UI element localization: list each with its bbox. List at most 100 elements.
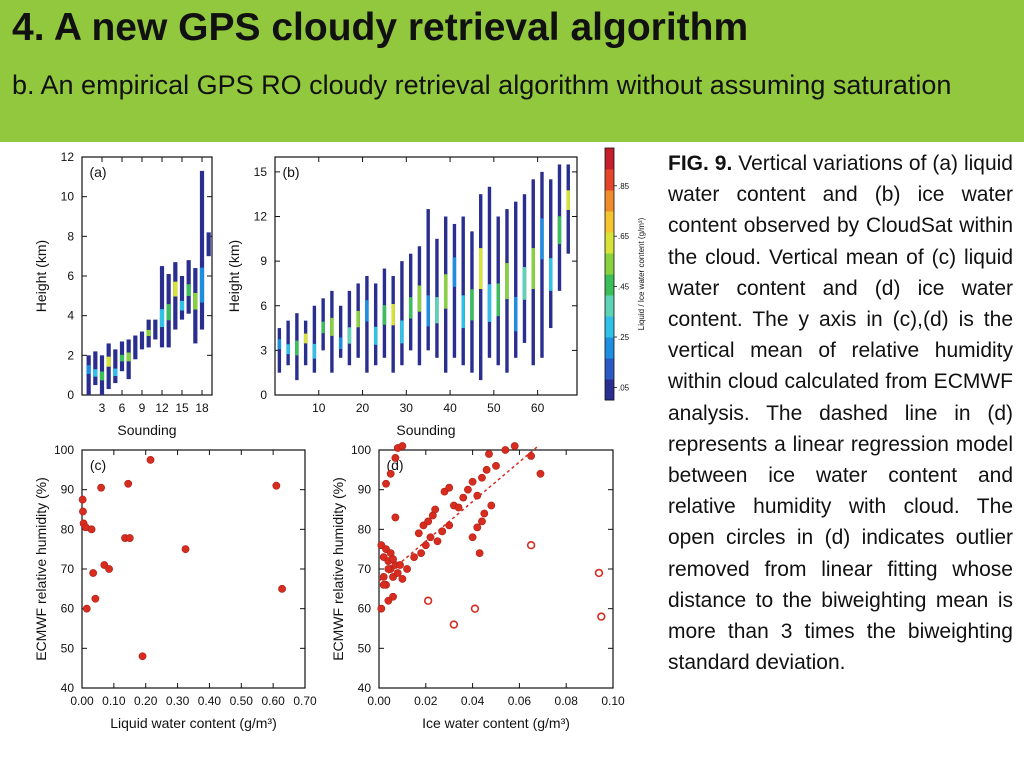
colorbar-segment (605, 190, 614, 212)
x-tick-label: 0.04 (461, 694, 485, 708)
data-point (384, 565, 393, 573)
panel-label: (b) (282, 164, 299, 180)
y-tick-label: 70 (61, 562, 75, 576)
cloud-column (113, 349, 118, 384)
data-point (393, 569, 402, 577)
x-tick-label: 0.06 (508, 694, 532, 708)
y-tick-label: 9 (260, 254, 267, 268)
outlier-point (594, 568, 604, 578)
cloud-column-highlight (426, 295, 430, 327)
slide-header: 4. A new GPS cloudy retrieval algorithm … (0, 0, 1024, 142)
colorbar-segment (605, 316, 614, 338)
data-point (389, 555, 397, 563)
cloud-column-highlight (113, 368, 118, 377)
colorbar-segment (605, 274, 614, 296)
cloud-column-highlight (321, 321, 325, 334)
data-point (431, 505, 440, 514)
cloud-column (426, 209, 430, 351)
x-tick-label: 0.40 (198, 694, 222, 708)
y-tick-label: 6 (67, 269, 74, 283)
data-point (181, 545, 190, 554)
data-point (445, 521, 454, 530)
data-point (78, 495, 87, 504)
figure-caption: FIG. 9. Vertical variations of (a) liqui… (668, 148, 1013, 678)
data-point (391, 454, 400, 462)
data-point (124, 479, 133, 488)
cloud-column-highlight (166, 304, 171, 321)
data-point (464, 485, 472, 494)
cloud-column-highlight (86, 365, 91, 374)
cloud-column-highlight (470, 289, 474, 321)
cloud-column-highlight (179, 300, 185, 311)
y-tick-label: 100 (54, 443, 74, 457)
y-tick-label: 100 (351, 443, 371, 457)
cloud-column-highlight (356, 310, 360, 328)
data-point (510, 442, 519, 450)
data-point (398, 575, 407, 583)
x-tick-label: 0.60 (261, 694, 285, 708)
cloud-column-highlight (99, 371, 105, 381)
cloud-column-highlight (382, 305, 387, 325)
data-point (379, 580, 388, 589)
x-tick-label: 0.20 (134, 694, 158, 708)
cloud-column (139, 331, 145, 350)
cloud-column-highlight (106, 356, 111, 367)
y-tick-label: 40 (358, 681, 372, 695)
data-point (79, 507, 87, 516)
y-axis-label: ECMWF relative humidity (%) (330, 477, 346, 661)
panel-label: (a) (89, 164, 106, 180)
cloud-column (540, 171, 544, 358)
colorbar-segment (605, 253, 614, 275)
y-tick-label: 2 (67, 348, 74, 362)
x-axis-label: Liquid water content (g/m³) (110, 715, 277, 731)
cloud-column-highlight (93, 369, 98, 377)
cloud-column (286, 320, 290, 366)
data-point (384, 596, 393, 605)
y-axis-label: Height (km) (226, 240, 242, 312)
data-point (482, 465, 491, 474)
x-tick-label: 50 (487, 401, 501, 415)
y-tick-label: 50 (358, 641, 372, 655)
colorbar-segment (605, 148, 614, 170)
cloud-column-highlight (286, 344, 290, 355)
caption-label: FIG. 9. (668, 152, 733, 175)
y-tick-label: 6 (260, 299, 267, 313)
cloud-column-highlight (557, 216, 562, 245)
cloud-column-highlight (435, 297, 439, 324)
data-point (445, 483, 454, 492)
colorbar-tick-label: .25 (618, 333, 630, 342)
data-point (492, 461, 500, 470)
cloud-column-highlight (295, 340, 299, 356)
x-tick-label: 12 (155, 401, 169, 415)
x-tick-label: 0.70 (293, 694, 317, 708)
cloud-column-highlight (330, 317, 334, 336)
data-point (391, 513, 400, 522)
data-point (398, 442, 407, 450)
cloud-column-highlight (159, 309, 165, 328)
cloud-column (199, 170, 205, 330)
cloud-column (153, 319, 158, 340)
data-point (421, 541, 430, 550)
data-point (536, 469, 545, 478)
x-tick-label: 18 (195, 401, 209, 415)
x-tick-label: 40 (443, 401, 457, 415)
cloud-column-highlight (146, 329, 151, 337)
cloud-column-highlight (408, 297, 413, 319)
y-tick-label: 90 (61, 483, 75, 497)
y-tick-label: 8 (67, 229, 74, 243)
cloud-column (373, 283, 378, 366)
data-point (468, 533, 477, 542)
cloud-column-highlight (540, 218, 544, 260)
x-tick-label: 0.10 (601, 694, 625, 708)
cloud-column-highlight (566, 190, 570, 210)
y-tick-label: 50 (61, 641, 75, 655)
cloud-column-highlight (487, 284, 492, 322)
cloud-column-highlight (400, 320, 404, 344)
outlier-point (449, 620, 459, 629)
cloud-column-highlight (119, 354, 125, 362)
panel-label: (c) (90, 457, 106, 473)
cloud-column (93, 351, 98, 386)
cloud-column-highlight (365, 300, 369, 322)
cloud-column-highlight (126, 352, 131, 362)
